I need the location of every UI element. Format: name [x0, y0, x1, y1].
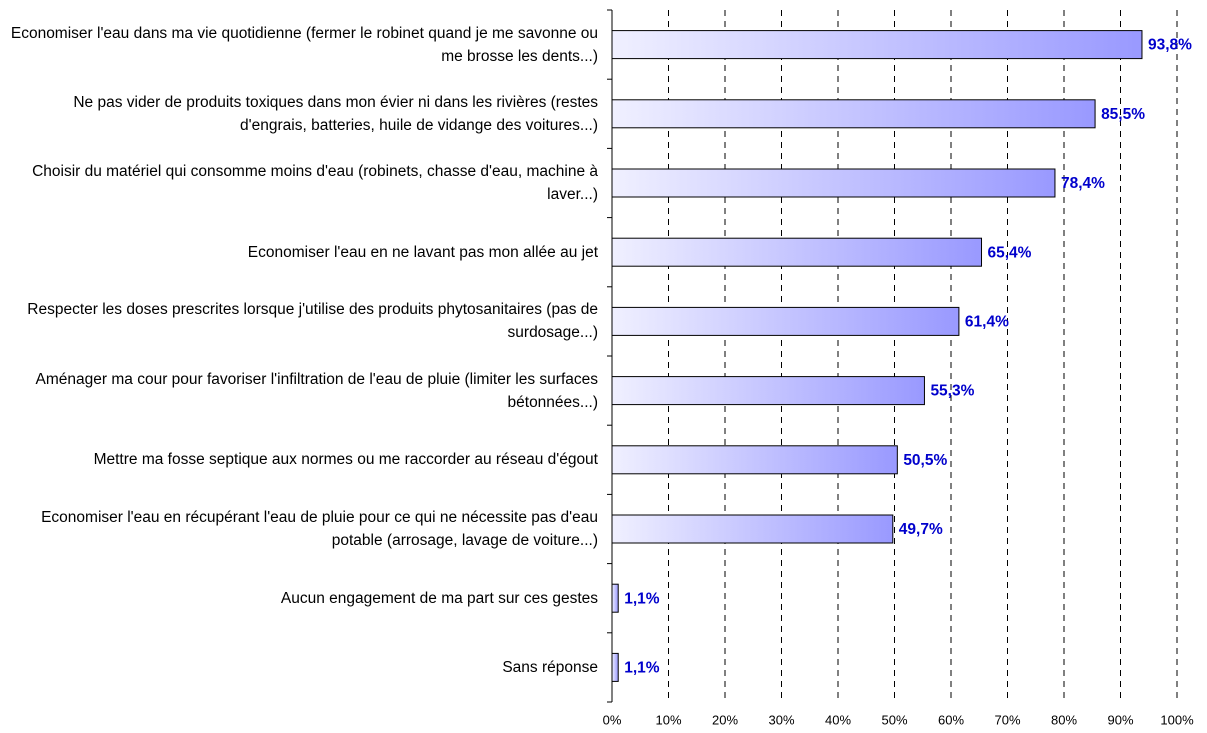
- category-label: Economiser l'eau en ne lavant pas mon al…: [247, 243, 598, 261]
- category-label: Choisir du matériel qui consomme moins d…: [32, 162, 598, 203]
- x-tick-label: 60%: [938, 712, 964, 727]
- bar: [611, 168, 1056, 198]
- x-tick-label: 70%: [994, 712, 1020, 727]
- x-tick-label: 90%: [1107, 712, 1133, 727]
- bar: [611, 237, 983, 267]
- bar: [611, 583, 619, 613]
- x-tick-label: 0%: [603, 712, 622, 727]
- x-tick-label: 40%: [825, 712, 851, 727]
- value-label: 1,1%: [624, 590, 660, 607]
- category-label: Economiser l'eau en récupérant l'eau de …: [41, 508, 598, 549]
- value-label: 50,5%: [903, 452, 947, 469]
- value-label: 93,8%: [1148, 37, 1192, 54]
- category-label: Aucun engagement de ma part sur ces gest…: [280, 589, 598, 607]
- x-tick-label: 10%: [655, 712, 681, 727]
- category-label: Aménager ma cour pour favoriser l'infilt…: [35, 370, 598, 411]
- x-tick-label: 80%: [1051, 712, 1077, 727]
- bar: [611, 652, 619, 682]
- x-tick-label: 100%: [1160, 712, 1194, 727]
- x-tick-label: 20%: [712, 712, 738, 727]
- category-label: Sans réponse: [502, 658, 598, 676]
- bar: [611, 99, 1096, 129]
- value-label: 1,1%: [624, 659, 660, 676]
- value-label: 49,7%: [899, 521, 943, 538]
- value-label: 65,4%: [988, 244, 1032, 261]
- category-label: Ne pas vider de produits toxiques dans m…: [73, 93, 598, 134]
- bar: [611, 445, 898, 475]
- value-label: 85,5%: [1101, 106, 1145, 123]
- x-tick-label: 50%: [881, 712, 907, 727]
- x-tick-label: 30%: [768, 712, 794, 727]
- category-label: Respecter les doses prescrites lorsque j…: [27, 301, 598, 342]
- value-label: 61,4%: [965, 313, 1009, 330]
- value-label: 78,4%: [1061, 175, 1105, 192]
- value-label: 55,3%: [930, 383, 974, 400]
- bar: [611, 306, 960, 336]
- bar: [611, 30, 1143, 60]
- bar: [611, 376, 925, 406]
- bar: [611, 514, 894, 544]
- category-label: Economiser l'eau dans ma vie quotidienne…: [10, 24, 598, 65]
- category-label: Mettre ma fosse septique aux normes ou m…: [93, 451, 598, 469]
